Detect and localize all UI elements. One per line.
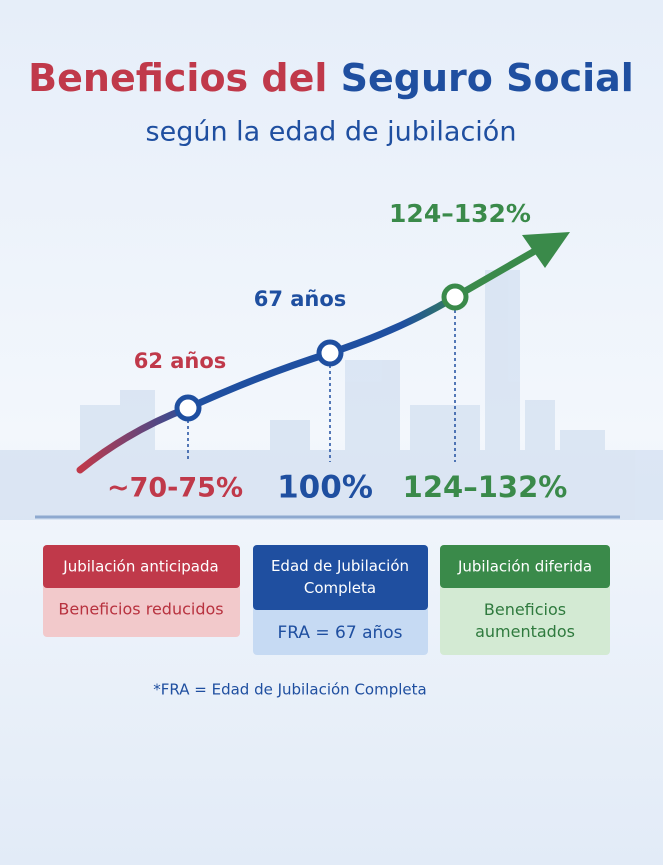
guides [187,310,456,462]
point-label: 124–132% [389,199,531,228]
card: Edad de Jubilación Completa FRA = 67 años [253,545,428,655]
card: Jubilación anticipada Beneficios reducid… [43,545,240,637]
line: Completa [304,579,376,597]
title-part: Beneficios del [28,56,327,100]
card-title: Edad de Jubilación Completa [271,557,409,597]
line: aumentados [475,622,575,641]
growth-line [76,244,544,474]
card-title: Jubilación anticipada [62,558,218,576]
title: Beneficios del Seguro Social [28,56,634,100]
footnote: *FRA = Edad de Jubilación Completa [153,681,426,699]
subtitle: según la edad de jubilación [146,117,517,148]
skyline [0,270,663,520]
card-body: Beneficios aumentados [475,600,575,641]
card-body: FRA = 67 años [277,623,402,643]
card-body: Beneficios reducidos [58,600,223,619]
arrow-head [522,232,570,268]
card-title: Jubilación diferida [457,558,592,576]
card: Jubilación diferida Beneficios aumentados [440,545,610,655]
benefit-label: 100% [277,470,373,506]
title-part: Seguro Social [341,56,634,100]
benefit-label: ~70-75% [107,473,243,504]
line: Edad de Jubilación [271,557,409,575]
benefit-label: 124–132% [403,470,568,504]
line: Beneficios [484,600,566,619]
point-label: 67 años [254,287,347,311]
point-label: 62 años [134,349,227,373]
markers [174,283,469,422]
